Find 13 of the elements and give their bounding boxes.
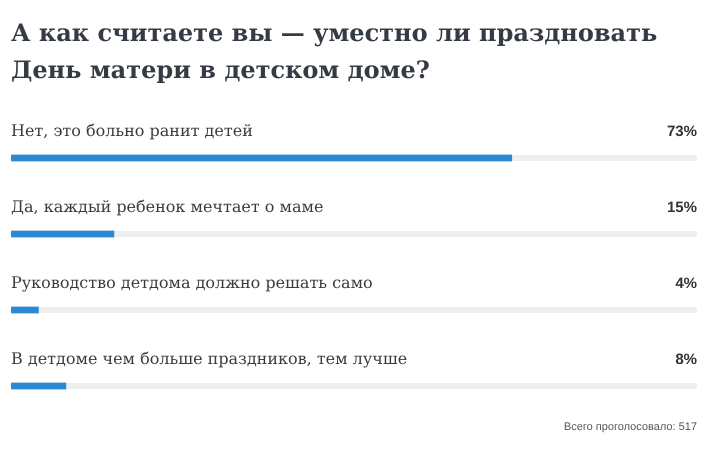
y-tick-label: Да, каждый ребенок мечтает о маме [11,197,324,216]
bar [11,382,66,390]
bar [11,306,39,314]
y-tick-label: Руководство детдома должно решать само [11,273,373,292]
data-label: 8% [675,351,697,368]
y-tick-label: Нет, это больно ранит детей [11,121,253,140]
data-label: 73% [666,123,697,140]
data-label: 4% [675,275,697,292]
y-tick-label: В детдоме чем больше праздников, тем лучше [11,349,408,368]
data-label: 15% [666,199,697,216]
chart-title: А как считаете вы — уместно ли праздновать День матери в детском доме? [11,17,658,86]
text: Всего проголосовало: 517 [564,420,697,434]
bar [11,230,114,238]
